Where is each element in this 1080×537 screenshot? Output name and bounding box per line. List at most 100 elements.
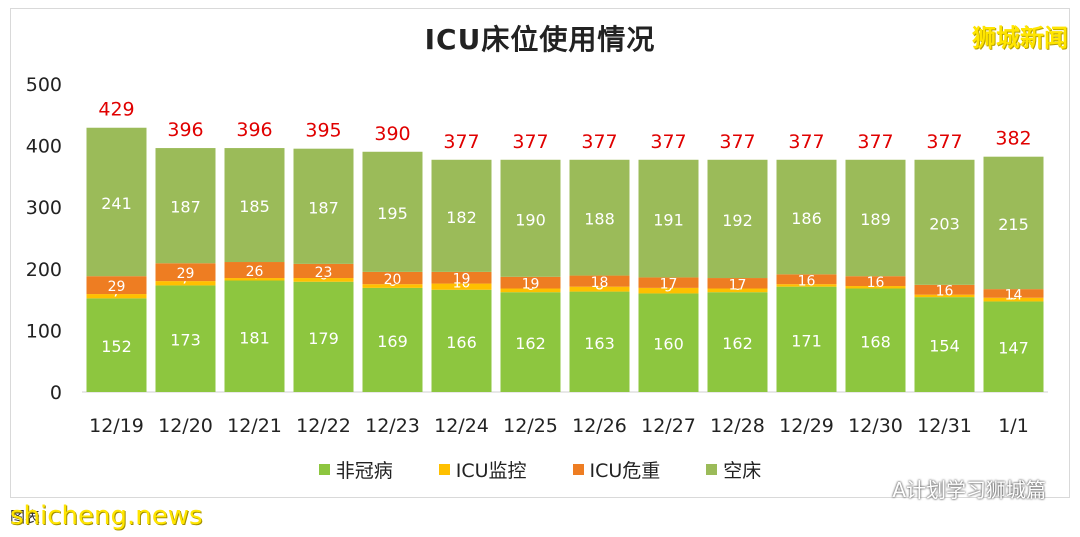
segment-icu-critical — [224, 262, 285, 279]
watermark-site: shicheng.news — [10, 501, 203, 531]
x-tick-label: 12/30 — [848, 415, 903, 437]
y-tick-label: 500 — [26, 74, 62, 96]
legend-label-icu-monitor: ICU监控 — [455, 460, 527, 482]
segment-value-label: 16 — [936, 284, 954, 300]
segment-icu-monitor — [845, 286, 906, 289]
segment-value-label: 182 — [446, 208, 477, 227]
y-tick-label: 0 — [50, 382, 62, 404]
legend-label-empty-bed: 空床 — [723, 460, 762, 482]
bar-total-label: 395 — [305, 120, 341, 142]
segment-non-covid — [638, 293, 699, 392]
segment-value-label: 181 — [239, 328, 270, 347]
segment-non-covid — [431, 289, 492, 392]
segment-icu-monitor — [776, 284, 837, 287]
x-tick-label: 12/22 — [296, 415, 351, 437]
segment-icu-monitor — [638, 287, 699, 294]
segment-value-label: 17 — [660, 277, 678, 293]
segment-empty-bed — [500, 159, 561, 277]
segment-value-label: 29 — [108, 279, 126, 295]
segment-empty-bed — [293, 148, 354, 264]
x-tick-label: 12/19 — [89, 415, 144, 437]
bar-total-label: 377 — [926, 131, 962, 153]
segment-value-label: 20 — [384, 272, 402, 288]
y-tick-label: 300 — [26, 197, 62, 219]
segment-empty-bed — [707, 159, 768, 279]
segment-non-covid — [362, 287, 423, 392]
segment-empty-bed — [776, 159, 837, 275]
segment-value-label: 162 — [722, 334, 753, 353]
segment-icu-monitor — [224, 278, 285, 281]
segment-value-label: 26 — [246, 264, 264, 280]
segment-empty-bed — [86, 127, 147, 277]
segment-empty-bed — [155, 148, 216, 264]
legend-label-icu-critical: ICU危重 — [589, 460, 661, 482]
segment-icu-monitor — [86, 294, 147, 299]
segment-value-label: 14 — [1005, 287, 1023, 303]
legend-item-non-covid: 非冠病 — [318, 456, 393, 483]
segment-icu-critical — [500, 276, 561, 289]
legend-swatch-non-covid — [318, 464, 330, 475]
legend-label-non-covid: 非冠病 — [335, 460, 393, 482]
y-tick-label: 100 — [26, 320, 62, 342]
x-tick-label: 12/28 — [710, 415, 765, 437]
watermark-account: A计划学习狮城篇 — [892, 478, 1046, 502]
segment-icu-critical — [914, 284, 975, 295]
bar-total-label: 377 — [788, 131, 824, 153]
segment-icu-critical — [293, 263, 354, 279]
segment-non-covid — [776, 286, 837, 392]
segment-value-label: 195 — [377, 204, 408, 223]
segment-value-label: 166 — [446, 333, 477, 352]
bar-total-label: 396 — [167, 119, 203, 141]
segment-value-label: 203 — [929, 214, 960, 233]
segment-empty-bed — [914, 159, 975, 285]
segment-icu-critical — [845, 276, 906, 287]
segment-value-label: 162 — [515, 334, 546, 353]
x-tick-label: 12/26 — [572, 415, 627, 437]
segment-value-label: 168 — [860, 332, 891, 351]
segment-icu-critical — [86, 276, 147, 295]
segment-icu-critical — [638, 277, 699, 288]
segment-value-label: 29 — [177, 266, 195, 282]
segment-icu-critical — [362, 271, 423, 285]
brand-logo: 狮城新闻 — [972, 24, 1068, 52]
segment-value-label: 188 — [584, 210, 615, 229]
segment-value-label: 215 — [998, 215, 1029, 234]
segment-non-covid — [845, 288, 906, 392]
legend-item-empty-bed: 空床 — [706, 456, 761, 483]
legend-item-icu-critical: ICU危重 — [572, 456, 661, 483]
segment-icu-critical — [431, 271, 492, 284]
segment-value-label: 16 — [867, 275, 885, 291]
segment-non-covid — [86, 298, 147, 392]
segment-value-label: 160 — [653, 335, 684, 354]
segment-non-covid — [707, 292, 768, 392]
segment-non-covid — [914, 297, 975, 392]
segment-value-label: 23 — [315, 265, 333, 281]
segment-value-label: 154 — [929, 337, 960, 356]
segment-non-covid — [500, 292, 561, 392]
segment-value-label: 191 — [653, 211, 684, 230]
segment-value-label: 189 — [860, 210, 891, 229]
segment-value-label: 16 — [798, 273, 816, 289]
segment-empty-bed — [845, 159, 906, 277]
segment-value-label: 192 — [722, 211, 753, 230]
legend-swatch-icu-critical — [572, 464, 584, 475]
segment-icu-critical — [776, 274, 837, 285]
x-tick-label: 12/25 — [503, 415, 558, 437]
segment-value-label: 171 — [791, 331, 822, 350]
segment-icu-monitor — [155, 281, 216, 286]
segment-icu-monitor — [293, 278, 354, 282]
bar-total-label: 377 — [650, 131, 686, 153]
bar-total-label: 429 — [98, 99, 134, 121]
bar-total-label: 377 — [581, 131, 617, 153]
segment-empty-bed — [362, 151, 423, 272]
x-tick-label: 1/1 — [998, 415, 1029, 437]
segment-empty-bed — [983, 156, 1044, 290]
bar-total-label: 377 — [512, 131, 548, 153]
segment-icu-monitor — [569, 286, 630, 292]
segment-icu-monitor — [914, 294, 975, 298]
segment-value-label: 18 — [591, 275, 609, 291]
y-tick-label: 200 — [26, 259, 62, 281]
segment-empty-bed — [638, 159, 699, 278]
segment-non-covid — [224, 280, 285, 392]
segment-value-label: 163 — [584, 334, 615, 353]
